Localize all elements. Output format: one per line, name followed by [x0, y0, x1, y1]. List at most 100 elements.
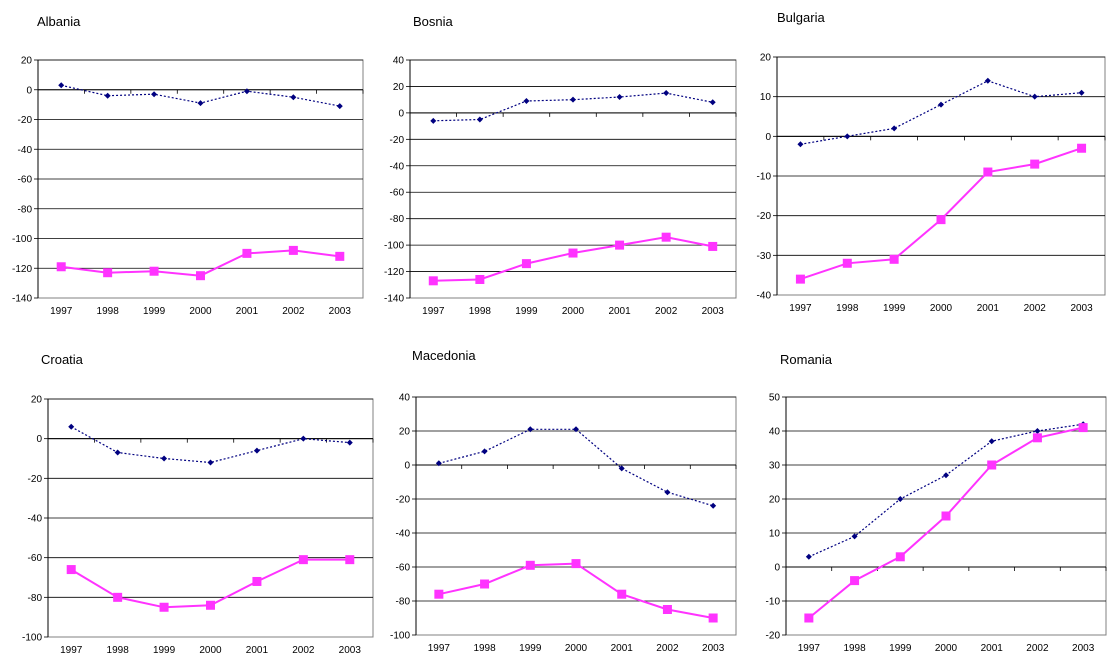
data-point-square [889, 254, 899, 264]
y-tick-label: 40 [399, 393, 411, 404]
y-tick-label: -140 [384, 294, 404, 305]
data-point-square [196, 271, 205, 281]
y-tick-label: -60 [396, 563, 411, 574]
x-tick-label: 2000 [930, 303, 953, 314]
y-tick-label: 0 [765, 132, 771, 143]
y-tick-label: -120 [384, 267, 404, 278]
y-tick-label: -20 [766, 631, 781, 642]
x-tick-label: 2002 [292, 645, 315, 656]
data-point-diamond [573, 426, 579, 433]
data-point-square [850, 576, 860, 586]
data-point-diamond [151, 91, 158, 98]
data-point-square [206, 600, 215, 610]
data-point-square [345, 555, 355, 565]
plot-area [415, 396, 737, 636]
data-point-square [936, 215, 946, 225]
data-point-diamond [618, 465, 625, 472]
data-point-diamond [938, 101, 944, 108]
data-point-square [842, 258, 852, 268]
chart-plot-bulgaria: 20 10 0 -10 -20 -30 -40 1997 1998 1999 2000 2001 200… [757, 53, 1106, 314]
x-tick-label: 1997 [422, 306, 445, 317]
data-point-square [288, 245, 298, 255]
data-point-square [434, 589, 444, 599]
x-tick-label: 1997 [789, 303, 812, 314]
data-point-diamond [430, 117, 437, 124]
y-tick-label: 0 [398, 108, 404, 119]
y-tick-label: 20 [21, 56, 33, 67]
series-line-solid [433, 236, 713, 282]
data-point-square [525, 560, 535, 570]
data-point-diamond [435, 460, 442, 467]
data-point-diamond [616, 94, 623, 101]
data-point-diamond [988, 438, 995, 445]
x-tick-label: 1998 [107, 645, 130, 656]
data-point-diamond [197, 100, 204, 107]
y-tick-label: 40 [769, 427, 781, 438]
data-point-diamond [290, 94, 297, 101]
data-point-diamond [527, 426, 534, 433]
y-tick-label: -80 [390, 214, 405, 225]
y-tick-label: -40 [18, 145, 33, 156]
data-point-square [568, 248, 578, 258]
data-point-square [708, 241, 718, 251]
y-tick-label: 10 [769, 529, 781, 540]
data-point-diamond [1034, 428, 1041, 434]
x-tick-label: 2002 [656, 643, 679, 654]
chart-title: Bulgaria [777, 10, 825, 25]
data-point-square [428, 276, 438, 286]
series-line-dotted [70, 426, 350, 464]
x-tick-label: 1997 [60, 645, 83, 656]
data-point-square [298, 555, 308, 565]
data-point-diamond [984, 77, 991, 84]
series-line-solid [70, 558, 350, 609]
y-tick-label: -100 [12, 234, 32, 245]
x-tick-label: 2003 [702, 306, 725, 317]
data-point-square [983, 167, 993, 177]
data-point-diamond [797, 141, 804, 148]
y-tick-label: -80 [18, 204, 33, 215]
chart-plot-romania: 50 40 30 20 10 0 -10 -20 1997 1998 1999 2000 2001 200… [766, 393, 1107, 654]
data-point-diamond [336, 103, 343, 110]
series-line-solid [800, 147, 1082, 281]
x-tick-label: 2000 [935, 643, 958, 654]
data-point-diamond [523, 97, 530, 104]
chart-title: Croatia [41, 352, 83, 367]
data-point-diamond [481, 448, 488, 455]
y-tick-label: 30 [769, 461, 781, 472]
chart-title: Macedonia [412, 348, 476, 363]
data-point-square [66, 565, 76, 575]
y-tick-label: -20 [396, 495, 411, 506]
data-point-diamond [943, 472, 949, 479]
chart-title: Albania [37, 14, 81, 29]
y-tick-label: -60 [28, 553, 43, 564]
data-point-square [480, 579, 490, 589]
data-point-square [1030, 159, 1040, 169]
data-point-square [103, 268, 113, 278]
data-point-square [1078, 423, 1088, 433]
data-point-square [1032, 433, 1042, 443]
data-point-square [335, 251, 345, 261]
y-tick-label: 40 [393, 56, 405, 67]
x-tick-label: 1998 [469, 306, 492, 317]
y-tick-label: -80 [28, 593, 43, 604]
x-tick-label: 1999 [883, 303, 906, 314]
x-tick-label: 2001 [246, 645, 269, 656]
y-tick-label: -20 [390, 135, 405, 146]
data-point-diamond [805, 553, 812, 560]
data-point-square [987, 460, 997, 470]
chart-title: Romania [780, 352, 833, 367]
x-tick-label: 2002 [282, 306, 305, 317]
y-tick-label: -30 [757, 251, 772, 262]
chart-panel-albania: Albania 20 0 -20 -40 -60 -80 -100 -120 -140 1997 1… [0, 0, 370, 330]
chart-panel-croatia: Croatia 20 0 -20 -40 -60 -80 -100 1997 1998 1999 2… [0, 330, 374, 659]
x-tick-label: 1999 [143, 306, 166, 317]
y-tick-label: -40 [757, 291, 772, 302]
data-point-diamond [664, 489, 671, 496]
data-point-square [804, 613, 814, 623]
y-tick-label: 20 [760, 53, 772, 64]
y-tick-label: -100 [22, 633, 42, 644]
x-tick-label: 2001 [236, 306, 259, 317]
y-tick-label: 10 [760, 92, 772, 103]
data-point-square [661, 232, 671, 242]
data-point-square [795, 274, 805, 284]
